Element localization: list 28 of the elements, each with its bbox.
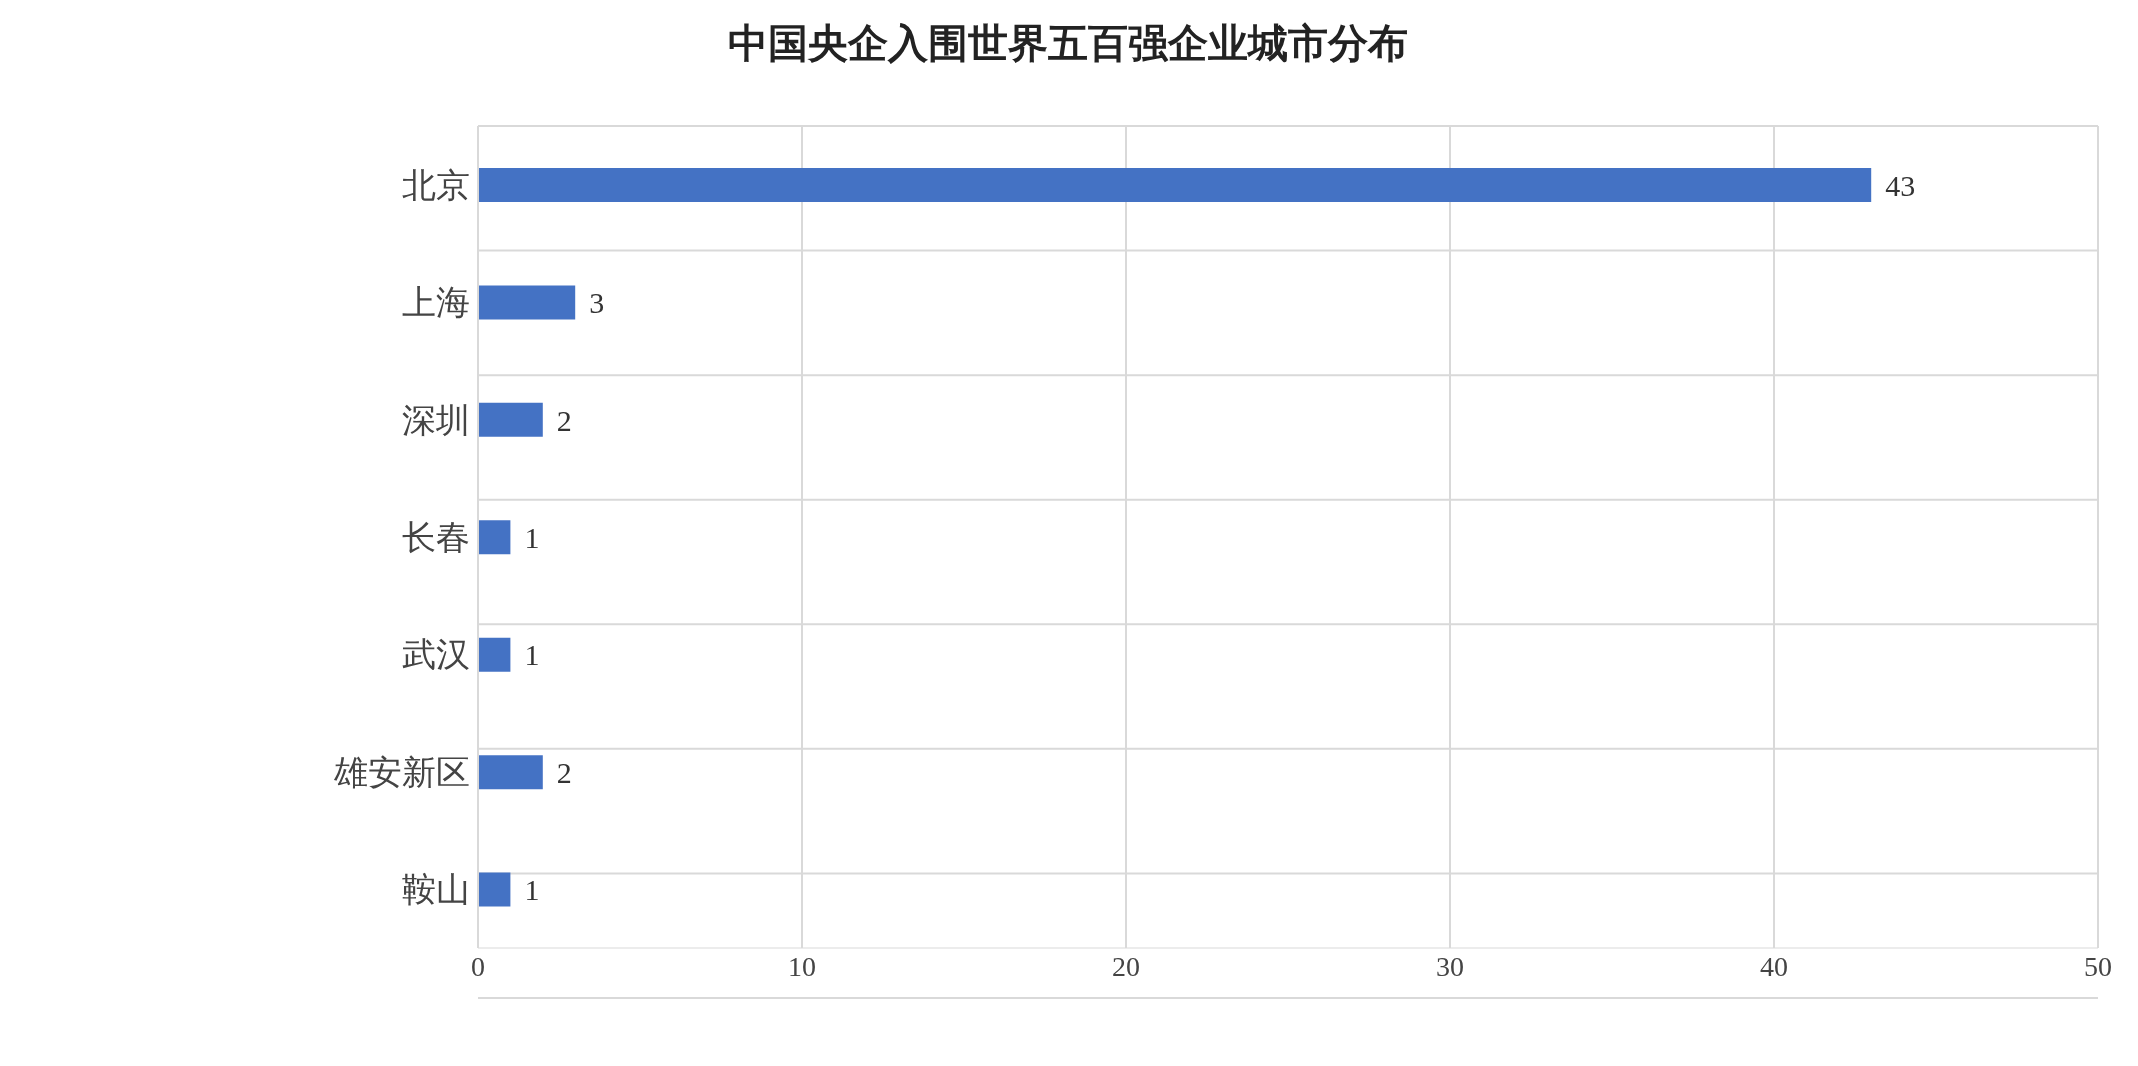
x-tick-label: 40 <box>1760 950 1788 982</box>
data-label: 43 <box>1885 168 1916 202</box>
data-label: 1 <box>524 873 540 907</box>
y-tick-label: 北京 <box>402 166 470 204</box>
x-tick-label: 30 <box>1436 950 1464 982</box>
bar <box>478 520 511 555</box>
bar <box>478 872 511 907</box>
x-tick-label: 10 <box>788 950 816 982</box>
bar <box>478 402 543 437</box>
y-tick-label: 上海 <box>402 284 470 322</box>
y-tick-label: 雄安新区 <box>333 753 470 791</box>
bar <box>478 285 576 320</box>
data-label: 1 <box>524 520 540 554</box>
y-tick-label: 鞍山 <box>402 871 470 909</box>
data-label: 2 <box>556 755 572 789</box>
y-tick-label: 武汉 <box>402 636 470 674</box>
y-tick-label: 长春 <box>402 519 470 557</box>
data-label: 3 <box>589 286 605 320</box>
bar <box>478 637 511 672</box>
chart-title: 中国央企入围世界五百强企业城市分布 <box>727 20 1409 66</box>
y-tick-label: 深圳 <box>402 401 470 439</box>
x-tick-label: 0 <box>471 950 485 982</box>
x-tick-label: 50 <box>2084 950 2112 982</box>
bar <box>478 755 543 790</box>
x-tick-label: 20 <box>1112 950 1140 982</box>
data-label: 1 <box>524 638 540 672</box>
data-label: 2 <box>556 403 572 437</box>
bar <box>478 168 1872 202</box>
